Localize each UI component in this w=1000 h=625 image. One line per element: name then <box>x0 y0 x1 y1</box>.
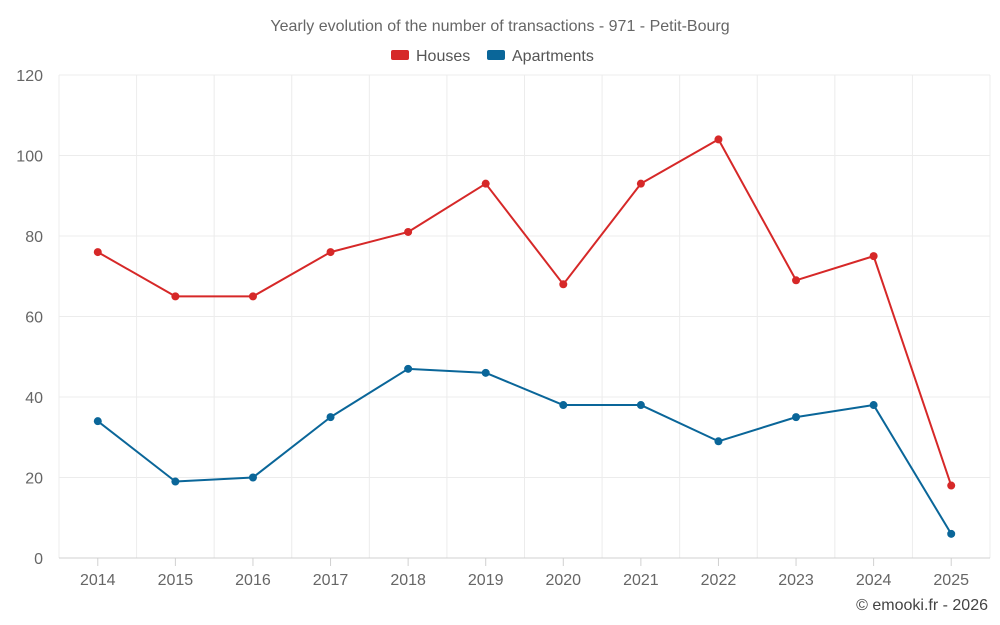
x-tick-label: 2023 <box>778 572 814 589</box>
data-point-houses[interactable] <box>93 248 102 257</box>
legend-item-houses[interactable]: Houses <box>391 48 470 65</box>
y-tick-label: 0 <box>34 551 43 568</box>
credit-text: © emooki.fr - 2026 <box>856 597 988 614</box>
data-point-houses[interactable] <box>714 135 723 144</box>
data-point-houses[interactable] <box>559 280 568 289</box>
data-point-apartments[interactable] <box>869 401 878 410</box>
x-tick-label: 2015 <box>158 572 194 589</box>
y-axis-ticks: 0 20 40 60 80 100 120 <box>16 68 43 568</box>
data-point-apartments[interactable] <box>93 417 102 426</box>
data-point-apartments[interactable] <box>326 413 335 422</box>
chart-title: Yearly evolution of the number of transa… <box>270 18 729 35</box>
x-axis-ticks: 2014 2015 2016 2017 2018 2019 2020 2021 2022 2023… <box>80 558 969 589</box>
series-houses <box>93 135 956 490</box>
data-point-houses[interactable] <box>404 227 413 236</box>
x-gridlines <box>58 75 991 558</box>
data-point-houses[interactable] <box>869 252 878 261</box>
data-point-houses[interactable] <box>947 481 956 490</box>
data-point-houses[interactable] <box>792 276 801 285</box>
legend-swatch-apartments <box>487 50 505 60</box>
y-tick-label: 60 <box>25 310 43 327</box>
data-point-apartments[interactable] <box>636 401 645 410</box>
x-tick-label: 2022 <box>701 572 737 589</box>
data-point-houses[interactable] <box>248 292 257 301</box>
x-tick-label: 2017 <box>313 572 349 589</box>
x-tick-label: 2020 <box>545 572 581 589</box>
x-tick-label: 2024 <box>856 572 892 589</box>
y-tick-label: 80 <box>25 229 43 246</box>
y-tick-label: 120 <box>16 68 43 85</box>
legend-swatch-houses <box>391 50 409 60</box>
series-line-apartments <box>97 367 953 535</box>
data-point-apartments[interactable] <box>792 413 801 422</box>
legend: Houses Apartments <box>391 48 594 65</box>
x-tick-label: 2021 <box>623 572 659 589</box>
x-tick-label: 2016 <box>235 572 271 589</box>
data-point-apartments[interactable] <box>559 401 568 410</box>
legend-item-apartments[interactable]: Apartments <box>487 48 594 65</box>
data-point-houses[interactable] <box>636 179 645 188</box>
data-point-apartments[interactable] <box>481 368 490 377</box>
series-apartments <box>93 364 956 538</box>
legend-label-apartments: Apartments <box>512 48 594 65</box>
series-line-houses <box>97 138 953 486</box>
data-point-apartments[interactable] <box>947 529 956 538</box>
data-point-houses[interactable] <box>481 179 490 188</box>
data-point-houses[interactable] <box>171 292 180 301</box>
data-point-apartments[interactable] <box>404 364 413 373</box>
legend-label-houses: Houses <box>416 48 470 65</box>
x-tick-label: 2018 <box>390 572 426 589</box>
data-point-apartments[interactable] <box>171 477 180 486</box>
y-tick-label: 100 <box>16 149 43 166</box>
data-point-apartments[interactable] <box>714 437 723 446</box>
y-tick-label: 40 <box>25 390 43 407</box>
data-point-apartments[interactable] <box>248 473 257 482</box>
x-tick-label: 2014 <box>80 572 116 589</box>
x-tick-label: 2025 <box>933 572 969 589</box>
data-point-houses[interactable] <box>326 248 335 257</box>
y-tick-label: 20 <box>25 471 43 488</box>
series-layer <box>93 135 956 538</box>
x-tick-label: 2019 <box>468 572 504 589</box>
